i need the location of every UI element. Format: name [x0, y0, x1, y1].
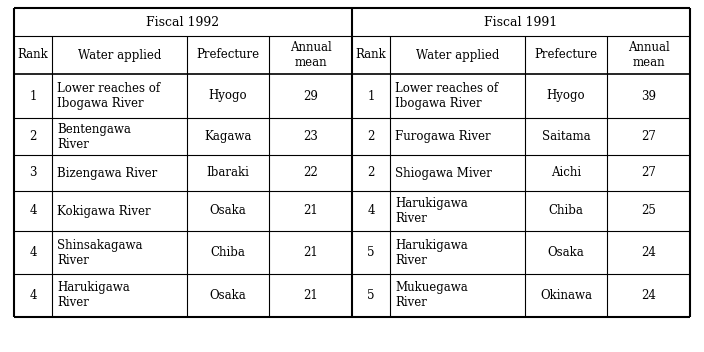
Text: Lower reaches of
Ibogawa River: Lower reaches of Ibogawa River: [395, 82, 498, 110]
Text: 4: 4: [30, 246, 37, 259]
Text: 2: 2: [367, 130, 375, 143]
Text: Kokigawa River: Kokigawa River: [57, 205, 151, 218]
Text: 5: 5: [367, 289, 375, 302]
Text: Chiba: Chiba: [548, 205, 584, 218]
Text: Hyogo: Hyogo: [208, 89, 247, 102]
Text: 24: 24: [641, 289, 656, 302]
Text: 25: 25: [641, 205, 656, 218]
Text: Water applied: Water applied: [78, 49, 161, 62]
Text: 2: 2: [30, 130, 37, 143]
Text: Chiba: Chiba: [210, 246, 246, 259]
Text: Hyogo: Hyogo: [547, 89, 585, 102]
Text: 21: 21: [303, 289, 318, 302]
Text: 3: 3: [30, 166, 37, 180]
Text: Lower reaches of
Ibogawa River: Lower reaches of Ibogawa River: [57, 82, 160, 110]
Text: 5: 5: [367, 246, 375, 259]
Text: Rank: Rank: [356, 49, 386, 62]
Text: 27: 27: [641, 130, 656, 143]
Text: Saitama: Saitama: [541, 130, 591, 143]
Text: Furogawa River: Furogawa River: [395, 130, 491, 143]
Text: Mukuegawa
River: Mukuegawa River: [395, 282, 467, 309]
Text: Okinawa: Okinawa: [540, 289, 592, 302]
Text: 23: 23: [303, 130, 318, 143]
Text: Fiscal 1991: Fiscal 1991: [484, 15, 558, 29]
Text: Aichi: Aichi: [551, 166, 581, 180]
Text: Shinsakagawa
River: Shinsakagawa River: [57, 239, 142, 266]
Text: Prefecture: Prefecture: [196, 49, 260, 62]
Text: 22: 22: [303, 166, 318, 180]
Text: 4: 4: [30, 205, 37, 218]
Text: Annual
mean: Annual mean: [289, 41, 332, 69]
Text: Kagawa: Kagawa: [204, 130, 252, 143]
Text: Rank: Rank: [18, 49, 49, 62]
Text: Harukigawa
River: Harukigawa River: [395, 239, 467, 266]
Text: Bentengawa
River: Bentengawa River: [57, 122, 131, 151]
Text: 21: 21: [303, 246, 318, 259]
Text: Harukigawa
River: Harukigawa River: [395, 197, 467, 225]
Text: 27: 27: [641, 166, 656, 180]
Text: Osaka: Osaka: [210, 289, 246, 302]
Text: Bizengawa River: Bizengawa River: [57, 166, 157, 180]
Text: Harukigawa
River: Harukigawa River: [57, 282, 130, 309]
Text: Water applied: Water applied: [416, 49, 499, 62]
Text: 1: 1: [367, 89, 375, 102]
Text: Shiogawa Miver: Shiogawa Miver: [395, 166, 492, 180]
Text: 4: 4: [367, 205, 375, 218]
Text: Osaka: Osaka: [210, 205, 246, 218]
Text: Annual
mean: Annual mean: [628, 41, 670, 69]
Text: Fiscal 1992: Fiscal 1992: [146, 15, 220, 29]
Text: 29: 29: [303, 89, 318, 102]
Text: 1: 1: [30, 89, 37, 102]
Text: 2: 2: [367, 166, 375, 180]
Text: 24: 24: [641, 246, 656, 259]
Text: Ibaraki: Ibaraki: [206, 166, 249, 180]
Text: 39: 39: [641, 89, 656, 102]
Text: 4: 4: [30, 289, 37, 302]
Text: Prefecture: Prefecture: [534, 49, 598, 62]
Text: 21: 21: [303, 205, 318, 218]
Text: Osaka: Osaka: [548, 246, 584, 259]
